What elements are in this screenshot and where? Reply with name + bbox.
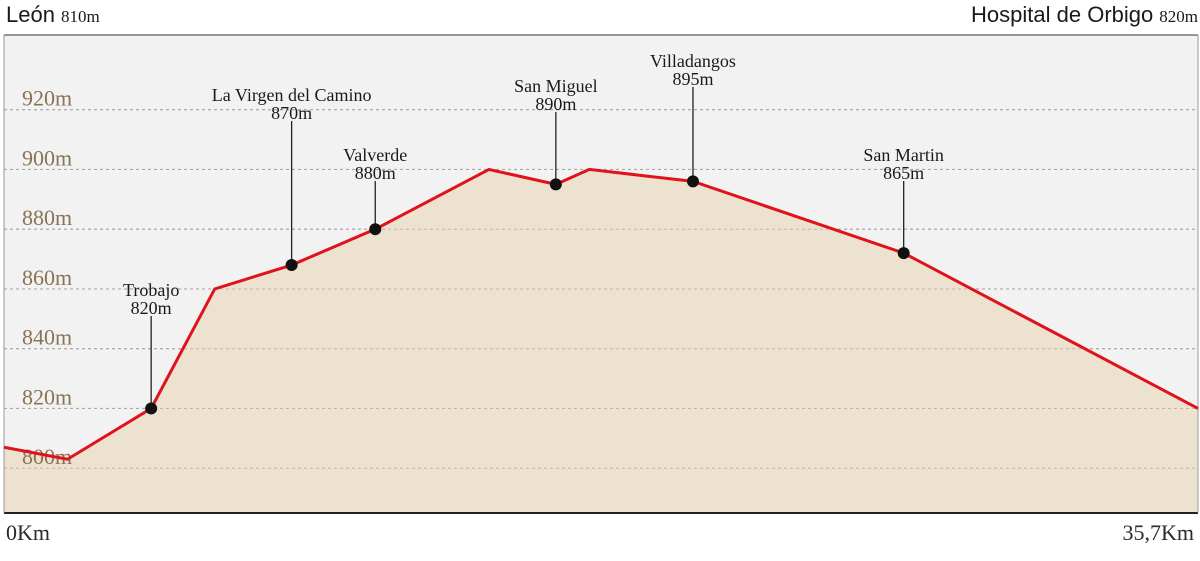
waypoint-marker-5 — [897, 247, 910, 260]
start-town-elevation: 810m — [60, 7, 100, 26]
end-town-elevation: 820m — [1159, 7, 1198, 26]
waypoint-marker-3 — [549, 178, 562, 191]
x-axis-start-label: 0Km — [6, 520, 50, 545]
waypoint-marker-4 — [686, 175, 699, 188]
waypoint-elevation-3: 890m — [535, 94, 576, 114]
x-axis-end-label: 35,7Km — [1122, 520, 1195, 545]
start-town-header: León 810m — [6, 2, 100, 28]
waypoint-elevation-1: 870m — [271, 103, 312, 123]
end-town-header: Hospital de Orbigo 820m — [971, 2, 1198, 28]
elevation-line — [3, 167, 1199, 461]
y-tick-label-840: 840m — [22, 325, 72, 350]
waypoint-name-5: San Martin — [863, 145, 944, 165]
waypoint-name-2: Valverde — [343, 145, 407, 165]
y-tick-label-900: 900m — [22, 145, 72, 170]
y-tick-label-880: 880m — [22, 205, 72, 230]
waypoint-name-1: La Virgen del Camino — [212, 85, 372, 105]
waypoint-elevation-5: 865m — [883, 163, 924, 183]
waypoint-elevation-2: 880m — [355, 163, 396, 183]
waypoint-name-3: San Miguel — [514, 76, 598, 96]
end-town-name: Hospital de Orbigo — [971, 2, 1154, 27]
waypoint-marker-2 — [369, 223, 382, 236]
y-tick-label-920: 920m — [22, 86, 72, 111]
waypoint-name-0: Trobajo — [123, 280, 179, 300]
waypoint-elevation-4: 895m — [672, 69, 713, 89]
start-town-name: León — [6, 2, 55, 27]
y-tick-label-820: 820m — [22, 384, 72, 409]
waypoint-marker-0 — [145, 402, 158, 415]
waypoint-name-4: Villadangos — [650, 51, 736, 71]
y-tick-label-860: 860m — [22, 265, 72, 290]
waypoint-elevation-0: 820m — [131, 298, 172, 318]
waypoint-marker-1 — [285, 259, 298, 272]
